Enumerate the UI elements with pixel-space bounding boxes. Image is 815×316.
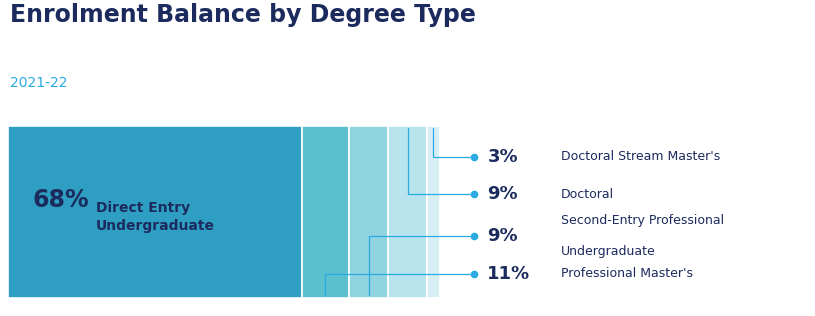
Text: Undergraduate: Undergraduate (561, 245, 655, 258)
Text: 11%: 11% (487, 265, 531, 283)
Text: Doctoral: Doctoral (561, 188, 614, 201)
Text: 2021-22: 2021-22 (10, 76, 68, 90)
Bar (302, 125, 349, 298)
Bar (8, 125, 302, 298)
Bar (349, 125, 388, 298)
Text: 9%: 9% (487, 227, 518, 245)
Text: Doctoral Stream Master's: Doctoral Stream Master's (561, 150, 720, 163)
Text: 9%: 9% (487, 185, 518, 204)
Text: 68%: 68% (33, 188, 90, 212)
Text: Direct Entry
Undergraduate: Direct Entry Undergraduate (96, 201, 215, 233)
Text: Enrolment Balance by Degree Type: Enrolment Balance by Degree Type (10, 3, 476, 27)
Bar (388, 125, 427, 298)
Text: Professional Master's: Professional Master's (561, 267, 693, 280)
Text: Second-Entry Professional: Second-Entry Professional (561, 214, 724, 227)
Text: 3%: 3% (487, 148, 518, 166)
Bar (427, 125, 440, 298)
